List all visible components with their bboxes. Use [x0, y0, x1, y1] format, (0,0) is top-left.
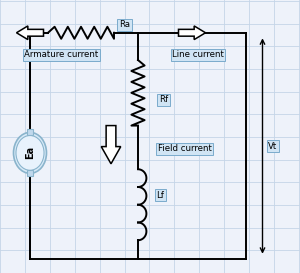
Text: Ea: Ea [25, 146, 35, 159]
Text: Ra: Ra [119, 20, 130, 29]
Text: Rf: Rf [159, 95, 168, 104]
FancyBboxPatch shape [27, 129, 33, 135]
Ellipse shape [16, 135, 44, 170]
Text: Armature current: Armature current [24, 50, 99, 59]
Polygon shape [16, 26, 44, 40]
Text: Field current: Field current [158, 144, 211, 153]
Polygon shape [178, 26, 206, 40]
FancyBboxPatch shape [27, 170, 33, 176]
Text: Line current: Line current [172, 50, 224, 59]
Polygon shape [101, 126, 121, 164]
Text: Vt: Vt [268, 142, 278, 150]
Ellipse shape [14, 132, 46, 173]
Text: Lf: Lf [157, 191, 164, 200]
